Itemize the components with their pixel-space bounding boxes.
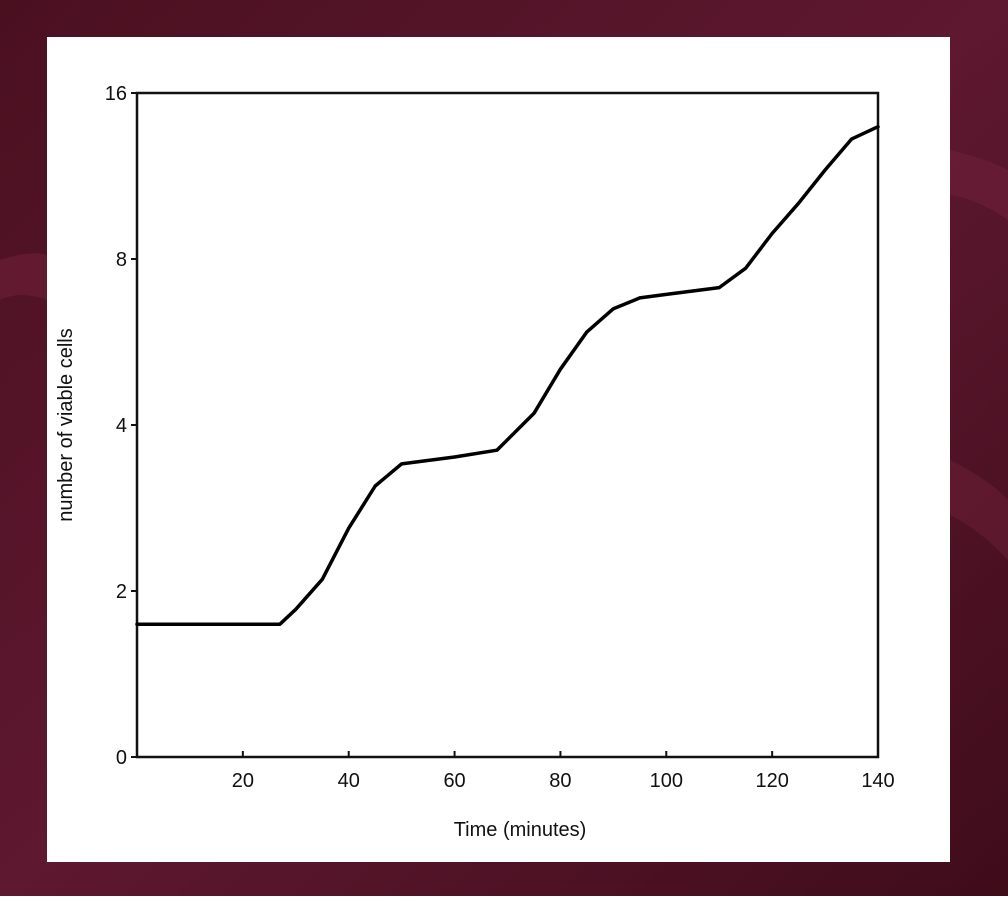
x-tick-label: 60 — [443, 770, 465, 792]
y-tick-label: 2 — [116, 581, 127, 603]
x-tick-label: 140 — [861, 770, 894, 792]
y-tick-label: 8 — [116, 249, 127, 271]
decor — [0, 253, 47, 300]
y-tick-label: 16 — [105, 83, 127, 105]
x-tick-label: 120 — [755, 770, 788, 792]
x-tick-label: 40 — [338, 770, 360, 792]
y-axis-label: number of viable cells — [55, 328, 77, 521]
decor — [950, 460, 1008, 560]
x-tick-label: 100 — [650, 770, 683, 792]
y-tick-label: 0 — [116, 747, 127, 769]
decor — [950, 150, 1008, 220]
y-tick-label: 4 — [116, 415, 127, 437]
plot: 0 2 4 8 16 20 40 60 80 100 120 140 — [105, 83, 895, 792]
data-line — [135, 124, 880, 626]
x-tick-label: 80 — [549, 770, 571, 792]
x-tick-label: 20 — [232, 770, 254, 792]
x-axis-label: Time (minutes) — [454, 819, 587, 841]
